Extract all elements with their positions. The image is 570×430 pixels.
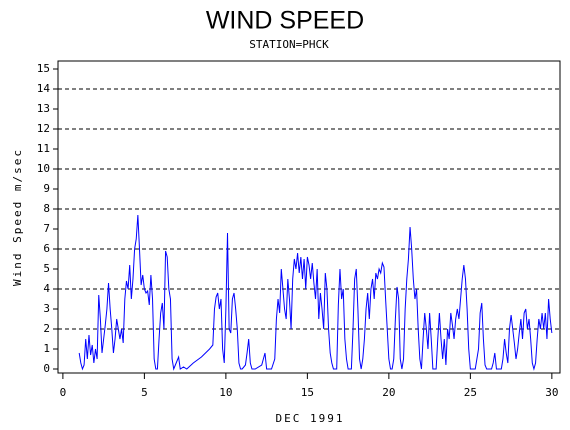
x-tick-label: 0: [60, 386, 67, 399]
y-tick-label: 12: [37, 122, 50, 135]
y-tick-label: 3: [43, 302, 50, 315]
x-tick-label: 20: [382, 386, 395, 399]
x-tick-label: 5: [141, 386, 148, 399]
chart-subtitle: STATION=PHCK: [249, 38, 329, 51]
y-tick-label: 6: [43, 242, 50, 255]
y-tick-label: 2: [43, 322, 50, 335]
y-tick-label: 10: [37, 162, 50, 175]
y-tick-label: 8: [43, 202, 50, 215]
y-tick-label: 13: [37, 102, 50, 115]
y-tick-label: 14: [37, 82, 51, 95]
y-tick-label: 15: [37, 62, 50, 75]
x-tick-label: 25: [464, 386, 477, 399]
y-axis-label: Wind Speed m/sec: [11, 148, 24, 286]
y-tick-label: 4: [43, 282, 50, 295]
y-tick-label: 5: [43, 262, 50, 275]
x-tick-label: 15: [301, 386, 314, 399]
x-tick-label: 30: [545, 386, 558, 399]
chart-title: WIND SPEED: [206, 7, 364, 35]
plot-frame: [57, 60, 561, 374]
data-line: [78, 214, 553, 371]
y-tick-label: 0: [43, 362, 50, 375]
x-axis-label: DEC 1991: [276, 412, 345, 425]
y-tick-label: 7: [43, 222, 50, 235]
y-tick-label: 11: [37, 142, 50, 155]
y-tick-label: 9: [43, 182, 50, 195]
y-tick-label: 1: [43, 342, 50, 355]
x-tick-label: 10: [219, 386, 232, 399]
